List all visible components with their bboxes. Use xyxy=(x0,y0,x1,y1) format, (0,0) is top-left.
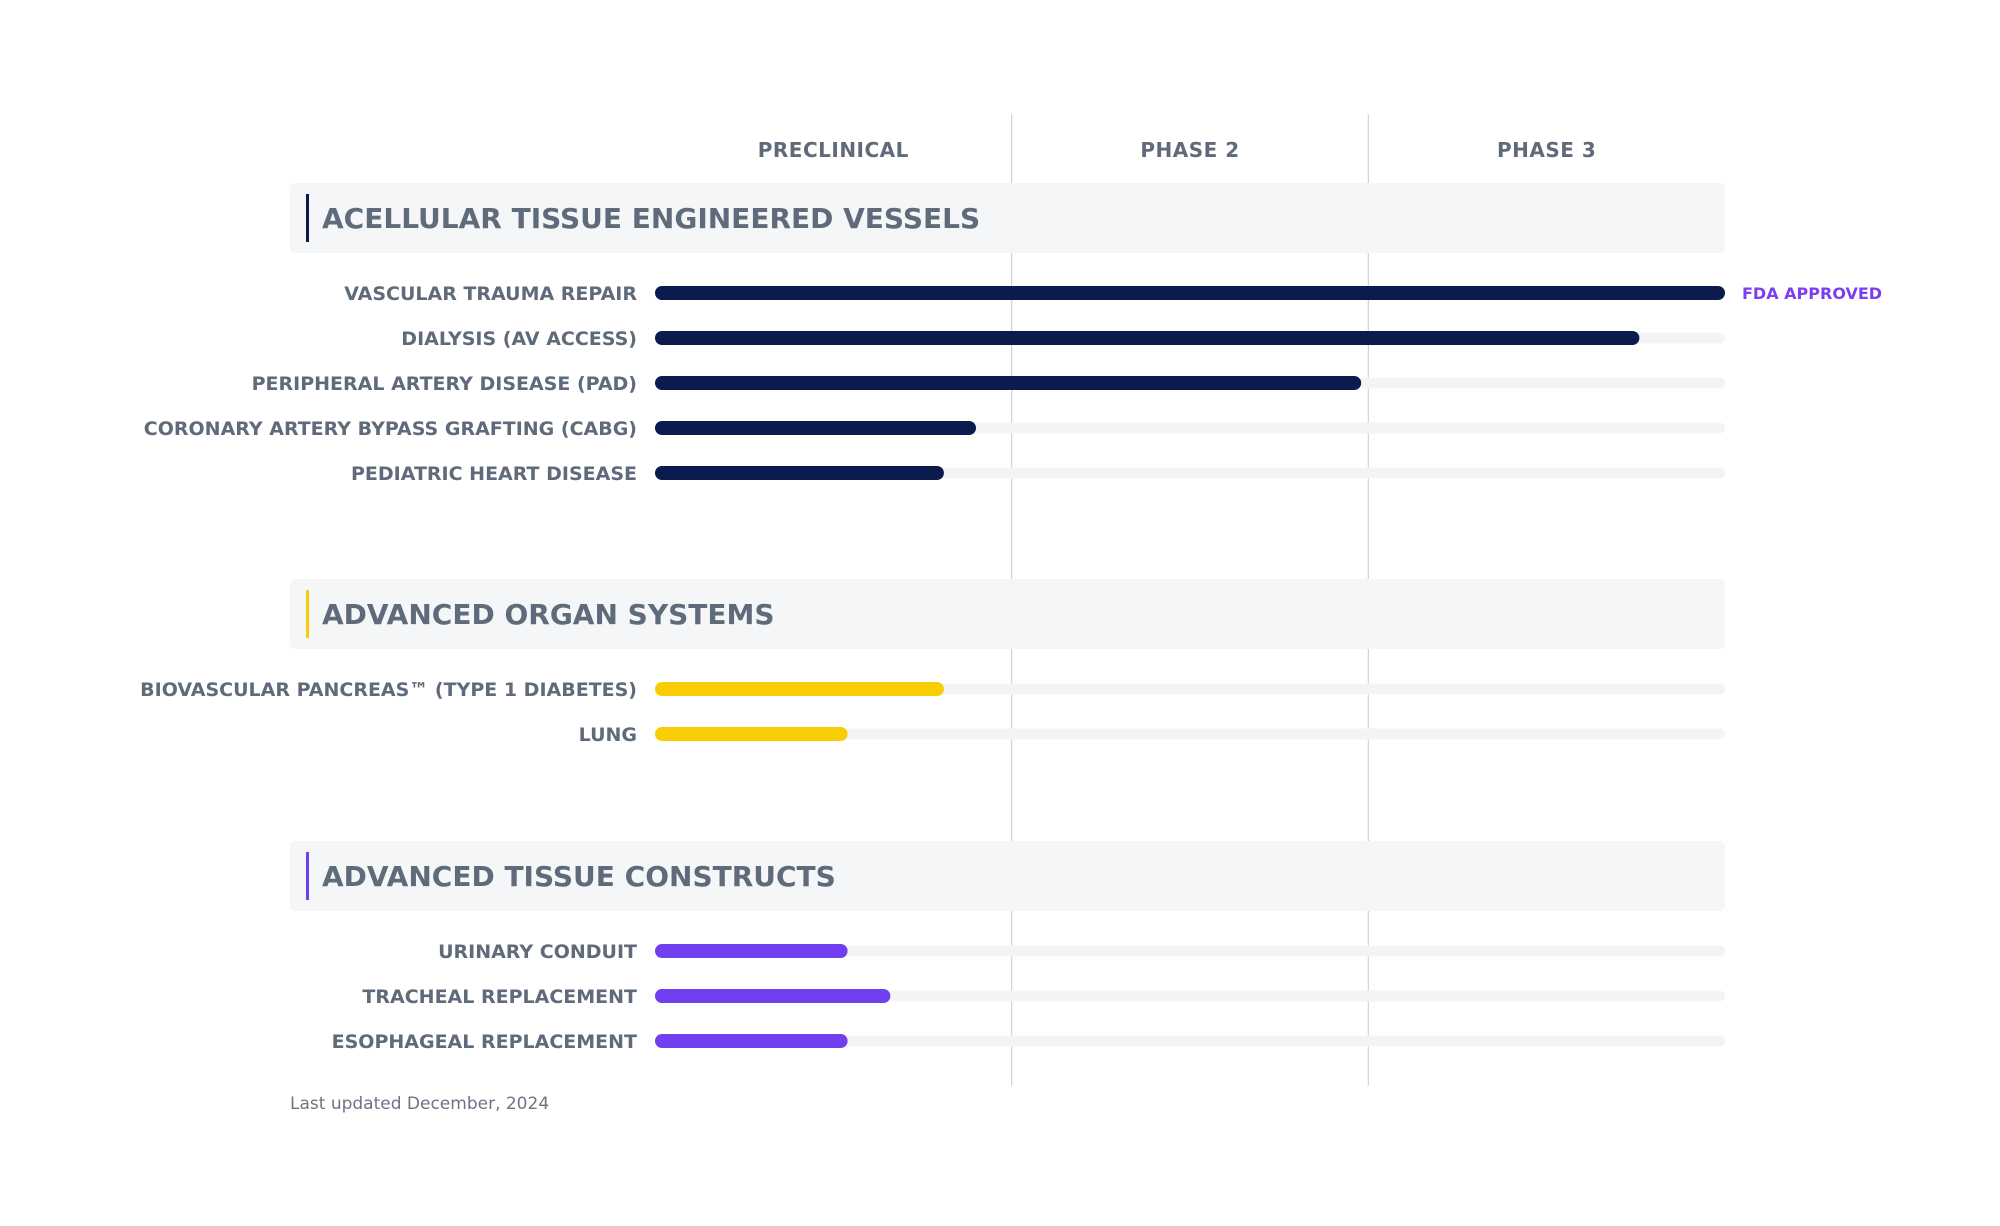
program-label-0-3: CORONARY ARTERY BYPASS GRAFTING (CABG) xyxy=(144,418,637,440)
stage-header-2: PHASE 3 xyxy=(1497,138,1596,162)
bar-track-2-2 xyxy=(655,1035,1725,1047)
program-label-1-1: LUNG xyxy=(579,724,637,746)
group-band-2 xyxy=(290,841,1725,911)
stage-header-1: PHASE 2 xyxy=(1140,138,1239,162)
progress-bar-2-1 xyxy=(655,989,891,1003)
group-title-2: ADVANCED TISSUE CONSTRUCTS xyxy=(322,860,836,893)
stage-header-0: PRECLINICAL xyxy=(758,138,909,162)
progress-bar-0-0 xyxy=(655,286,1725,300)
program-label-0-0: VASCULAR TRAUMA REPAIR xyxy=(344,283,637,305)
group-title-1: ADVANCED ORGAN SYSTEMS xyxy=(322,598,775,631)
progress-bar-0-2 xyxy=(655,376,1362,390)
group-band-1 xyxy=(290,579,1725,649)
bar-track-2-1 xyxy=(655,990,1725,1002)
progress-bar-1-1 xyxy=(655,727,848,741)
bar-track-2-0 xyxy=(655,945,1725,957)
progress-bar-2-2 xyxy=(655,1034,848,1048)
progress-bar-0-4 xyxy=(655,466,944,480)
group-band-0 xyxy=(290,183,1725,253)
bar-track-1-1 xyxy=(655,728,1725,740)
last-updated-note: Last updated December, 2024 xyxy=(290,1094,550,1114)
program-label-1-0: BIOVASCULAR PANCREAS™ (TYPE 1 DIABETES) xyxy=(140,679,637,701)
status-label-0-0: FDA APPROVED xyxy=(1742,284,1882,303)
progress-bar-0-1 xyxy=(655,331,1640,345)
group-title-0: ACELLULAR TISSUE ENGINEERED VESSELS xyxy=(322,202,980,235)
program-label-2-0: URINARY CONDUIT xyxy=(438,941,637,963)
program-label-0-1: DIALYSIS (AV ACCESS) xyxy=(401,328,637,350)
program-label-2-1: TRACHEAL REPLACEMENT xyxy=(362,986,637,1008)
progress-bar-2-0 xyxy=(655,944,848,958)
group-accent-1 xyxy=(306,590,309,638)
group-accent-0 xyxy=(306,194,309,242)
program-label-0-2: PERIPHERAL ARTERY DISEASE (PAD) xyxy=(252,373,637,395)
progress-bar-1-0 xyxy=(655,682,944,696)
group-accent-2 xyxy=(306,852,309,900)
program-label-2-2: ESOPHAGEAL REPLACEMENT xyxy=(332,1031,637,1053)
progress-bar-0-3 xyxy=(655,421,976,435)
program-label-0-4: PEDIATRIC HEART DISEASE xyxy=(351,463,637,485)
